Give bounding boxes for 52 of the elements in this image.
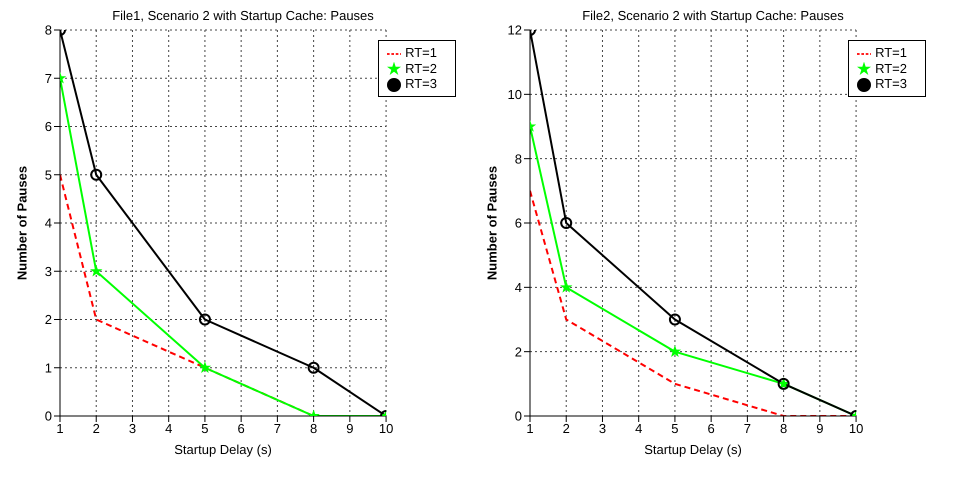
- x-tick-label: 10: [848, 421, 864, 436]
- x-tick-label: 5: [671, 421, 679, 436]
- legend-label: RT=1: [875, 45, 907, 60]
- y-tick-label: 6: [514, 216, 522, 231]
- y-tick-label: 2: [44, 312, 52, 328]
- y-tick-label: 12: [508, 22, 522, 38]
- chart-title: File2, Scenario 2 with Startup Cache: Pauses: [581, 8, 845, 24]
- y-tick-label: 2: [514, 344, 522, 360]
- x-tick-label: 2: [92, 421, 100, 436]
- x-tick-label: 9: [346, 421, 354, 436]
- point: [668, 314, 681, 326]
- x-tick-label: 4: [165, 421, 172, 436]
- x-tick-label: 10: [378, 421, 394, 436]
- legend-label: RT=3: [405, 76, 437, 92]
- chart-title: File1, Scenario 2 with Startup Cache: Pauses: [111, 8, 375, 24]
- point: [90, 266, 102, 276]
- x-tick-label: 7: [274, 421, 282, 436]
- x-tick-label: 8: [310, 421, 318, 436]
- y-tick-label: 0: [44, 408, 52, 424]
- x-tick-label: 4: [635, 421, 642, 436]
- y-axis-title: Number of Pauses: [484, 166, 500, 280]
- legend-label: RT=1: [405, 45, 437, 60]
- x-tick-label: 1: [526, 421, 534, 436]
- y-tick-label: 6: [44, 119, 52, 134]
- x-tick-label: 6: [708, 421, 715, 436]
- x-tick-label: 3: [128, 421, 136, 436]
- point: [200, 362, 210, 372]
- y-tick-label: 4: [514, 280, 522, 295]
- legend-label: RT=2: [875, 60, 907, 76]
- y-tick-label: 4: [44, 216, 52, 231]
- y-tick-label: 7: [44, 70, 52, 86]
- y-tick-label: 1: [44, 360, 52, 376]
- y-tick-label: 10: [508, 86, 522, 102]
- y-axis-title: Number of Pauses: [14, 166, 30, 280]
- x-tick-label: 9: [816, 421, 824, 436]
- x-axis-title: Startup Delay (s): [174, 442, 272, 457]
- y-tick-label: 3: [44, 264, 52, 279]
- legend-label: RT=2: [405, 60, 437, 76]
- x-tick-label: 7: [744, 421, 752, 436]
- legend-label: RT=3: [875, 76, 907, 92]
- y-tick-label: 5: [44, 167, 52, 182]
- x-tick-label: 3: [598, 421, 606, 436]
- x-tick-label: 2: [562, 421, 570, 436]
- x-tick-label: 5: [201, 421, 209, 436]
- y-tick-label: 0: [514, 408, 522, 424]
- point: [670, 346, 680, 356]
- x-tick-label: 6: [238, 421, 245, 436]
- x-tick-label: 1: [56, 421, 64, 436]
- x-tick-label: 8: [780, 421, 788, 436]
- y-tick-label: 8: [514, 151, 522, 166]
- y-tick-label: 8: [44, 22, 52, 38]
- x-axis-title: Startup Delay (s): [644, 442, 742, 457]
